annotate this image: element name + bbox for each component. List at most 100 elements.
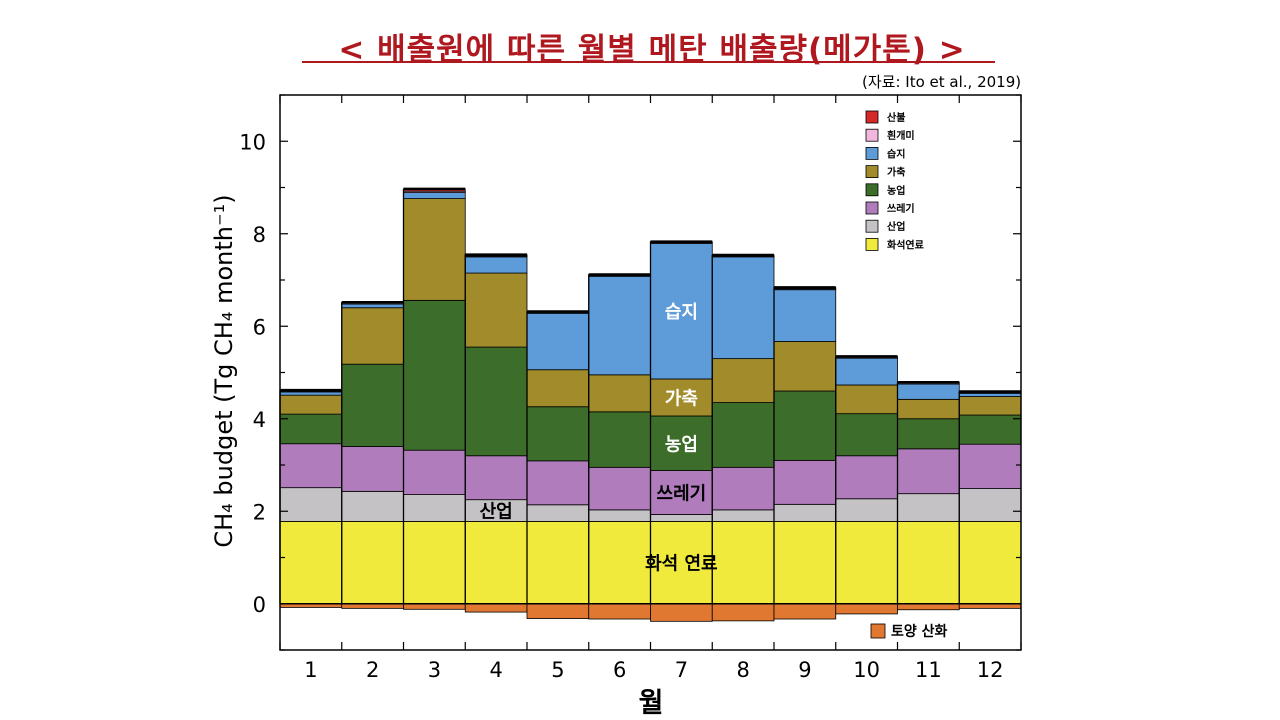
bar-segment-3-month-12 [958,443,1022,489]
bar-negative-segment-month-8 [711,603,775,622]
bar-segment-2-month-8 [711,509,775,522]
bar-segment-1-month-11 [897,521,960,605]
legend-label: 흰개미 [887,129,915,142]
bar-segment-3-month-3 [403,449,466,496]
bar-segment-1-month-7 [650,521,713,605]
bar-segment-5-month-5 [526,369,590,408]
y-axis-label: CH₄ budget (Tg CH₄ month⁻¹) [210,194,238,547]
bar-segment-5-month-9 [773,341,837,392]
x-axis-label: 월 [639,688,664,719]
bar-segment-4-month-9 [773,390,837,461]
legend-label: 쓰레기 [887,202,915,215]
bar-segment-3-month-8 [711,466,775,511]
annotation-화석연료: 화석 연료 [645,554,718,575]
annotation-쓰레기: 쓰레기 [657,484,707,505]
bar-negative-segment-month-4 [464,603,528,613]
x-tick-label: 2 [366,658,379,682]
bar-segment-5-month-7 [650,378,713,417]
bar-segment-1-month-4 [464,521,528,605]
bar-segment-6-month-12 [958,392,1022,397]
bar-negative-segment-month-3 [403,603,466,610]
bar-segment-2-month-3 [403,494,466,522]
y-tick-label: 0 [253,593,266,617]
bar-segment-2-month-11 [897,493,960,522]
bar-negative-segment-month-11 [897,603,960,611]
bar-negative-segment-month-6 [588,603,651,620]
bar-negative-segment-month-10 [835,603,898,615]
bar-segment-1-month-8 [711,521,775,605]
bar-segment-1-month-2 [341,521,404,605]
legend-swatch [865,110,879,124]
x-tick-label: 3 [428,658,441,682]
bar-segment-3-month-1 [279,443,343,489]
bar-segment-5-month-8 [711,358,775,403]
bar-segment-1-month-1 [279,521,343,605]
bar-segment-4-month-7 [650,415,713,471]
bar-segment-5-month-12 [958,396,1022,416]
annotation-산업: 산업 [480,502,513,523]
bar-segment-3-month-2 [341,446,404,492]
bar-segment-3-month-4 [464,455,528,501]
bar-segment-4-month-8 [711,402,775,468]
annotation-습지: 습지 [665,302,698,323]
bar-segment-5-month-10 [835,384,898,415]
y-tick-label: 6 [253,315,266,339]
bar-segment-6-month-6 [588,275,651,376]
bar-segment-3-month-9 [773,459,837,505]
bar-segment-1-month-9 [773,521,837,605]
bar-segment-4-month-6 [588,411,651,468]
legend-swatch [865,165,879,179]
bar-segment-3-month-6 [588,466,651,511]
legend-swatch [865,219,879,233]
bar-segment-5-month-3 [403,198,466,301]
bar-segment-6-month-5 [526,312,590,371]
x-tick-label: 10 [853,658,880,682]
bar-segment-4-month-5 [526,406,590,462]
x-tick-label: 4 [489,658,502,682]
bar-segment-2-month-10 [835,498,898,522]
annotations: 화석 연료 산업 쓰레기 농업 가축 습지 [480,302,718,574]
x-tick-label: 7 [675,658,688,682]
x-tick-label: 8 [736,658,749,682]
bar-segment-2-month-1 [279,487,343,522]
bar-segment-4-month-3 [403,299,466,451]
bar-segment-3-month-5 [526,460,590,506]
y-tick-label: 4 [253,408,266,432]
legend-label: 가축 [887,166,905,179]
bar-segment-1-month-5 [526,521,590,605]
bar-segment-3-month-10 [835,455,898,500]
bar-negative-segment-month-5 [526,603,590,619]
legend-swatch [865,237,879,251]
bar-group [279,187,1022,622]
bar-segment-2-month-6 [588,509,651,522]
bar-segment-5-month-4 [464,272,528,348]
legend-swatch [865,183,879,197]
bar-segment-4-month-10 [835,413,898,457]
legend-label: 농업 [887,184,905,197]
legend-swatch [865,128,879,142]
bar-segment-2-month-2 [341,490,404,522]
legend-swatch-negative [870,623,886,639]
bar-segment-2-month-12 [958,488,1022,522]
legend-label: 화석연료 [887,238,924,251]
bar-negative-segment-month-9 [773,603,837,620]
x-tick-label: 12 [977,658,1004,682]
bar-segment-6-month-7 [650,243,713,380]
annotation-가축: 가축 [665,388,698,409]
bar-segment-1-month-12 [958,521,1022,605]
bar-segment-6-month-9 [773,289,837,342]
y-tick-label: 10 [239,130,266,154]
bar-segment-5-month-6 [588,374,651,413]
bar-segment-6-month-11 [897,383,960,400]
bar-segment-6-month-3 [403,192,466,199]
y-tick-label: 2 [253,500,266,524]
bar-segment-5-month-2 [341,307,404,365]
bar-segment-4-month-1 [279,413,343,445]
bar-segment-1-month-10 [835,521,898,605]
legend-swatch [865,201,879,215]
bar-segment-3-month-11 [897,448,960,495]
bar-segment-6-month-8 [711,256,775,360]
